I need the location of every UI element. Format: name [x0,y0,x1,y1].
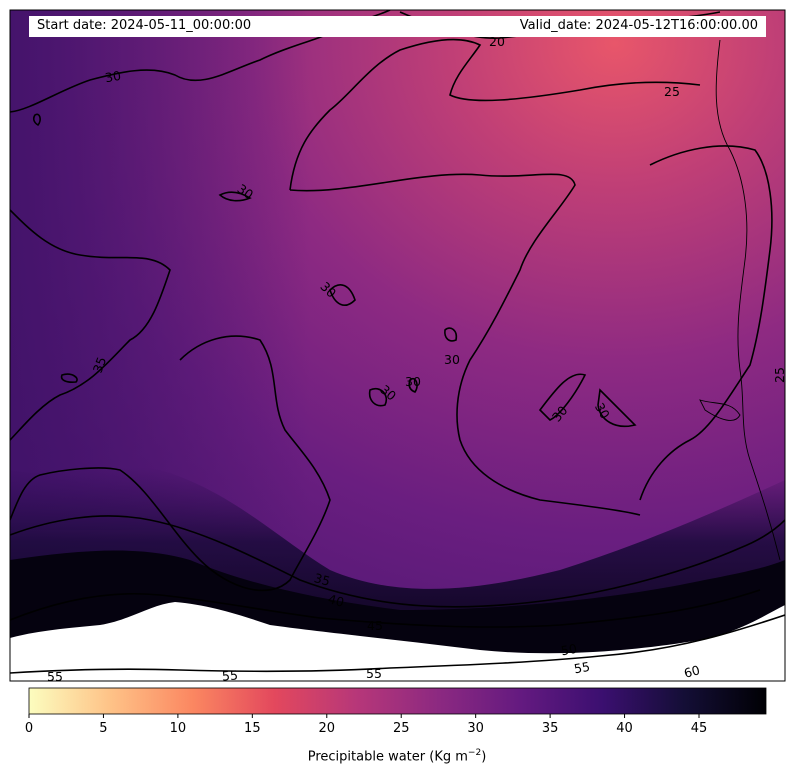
contour-label: 25 [664,84,680,99]
contour-label: 40 [327,591,346,610]
colorbar-tick-label: 15 [244,721,261,736]
contour-label: 35 [90,355,110,375]
contour-lines [10,10,785,674]
contour-label: 30 [592,400,613,421]
contour-label: 30 [444,352,460,367]
colorbar-tick-label: 40 [616,721,633,736]
contour-label: 20 [489,34,505,49]
no-data-region [10,602,785,681]
header-box [29,16,766,37]
colorbar-label: Precipitable water (Kg m−2) [307,748,487,765]
colorbar-ticks [28,714,700,718]
start-date-label: Start date: 2024-05-11_00:00:00 [37,18,252,33]
contour-label: 30 [104,68,122,86]
colorbar [28,687,767,715]
colorbar-tick-label: 30 [467,721,484,736]
contour-label: 60 [682,662,701,681]
colorbar-tick-label: 10 [169,721,187,736]
colorbar-tick-label: 5 [99,721,108,736]
coastline [715,39,781,561]
map-frame [9,9,786,682]
contour-label: 45 [367,618,383,633]
contour-label: 35 [313,570,332,589]
colorbar-tick-label: 45 [690,721,708,736]
contour-label: 30 [234,181,256,202]
contour-label: 55 [47,669,63,684]
contour-label: 55 [366,666,382,681]
contour-label: 55 [221,667,238,683]
contour-label: 30 [405,374,421,389]
contour-label: 55 [573,659,591,677]
colorbar-tick-label: 25 [392,721,410,736]
contour-label: 25 [772,367,787,383]
colorbar-tick-label: 35 [541,721,559,736]
colorbar-tick-label: 20 [318,721,336,736]
valid-date-label: Valid_date: 2024-05-12T16:00:00.00 [519,18,758,33]
colorbar-tick-label: 0 [24,721,34,736]
contour-label: 50 [560,641,578,659]
